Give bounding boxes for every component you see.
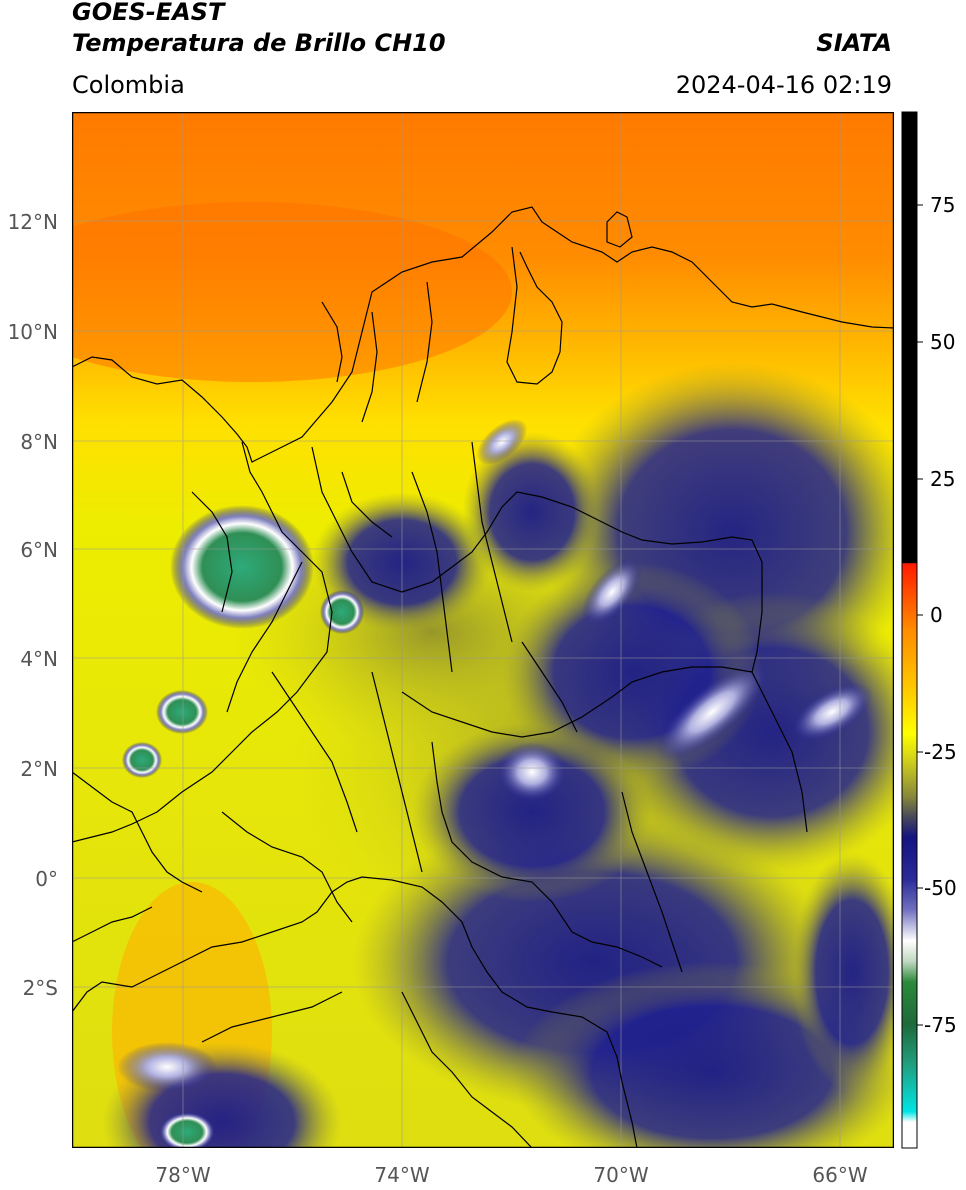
lon-label: 74°W [374, 1163, 429, 1187]
lat-label: 2°N [20, 757, 58, 781]
brightness-temperature-map [72, 112, 894, 1148]
lon-label: 66°W [812, 1163, 867, 1187]
lat-label: 12°N [8, 210, 58, 234]
colorbar-ramp [901, 111, 918, 1149]
lat-label: 6°N [20, 538, 58, 562]
colorbar-tick: 0 [930, 603, 943, 627]
lat-label: 8°N [20, 430, 58, 454]
colorbar-tick: 75 [930, 193, 955, 217]
lat-label: 0° [35, 867, 58, 891]
organization-label: SIATA [816, 29, 892, 57]
region-label: Colombia [72, 71, 185, 99]
colorbar-tick: 50 [930, 330, 955, 354]
lon-label: 70°W [593, 1163, 648, 1187]
colorbar-tick: -25 [924, 740, 957, 764]
map-axes: 12°N 10°N 8°N 6°N 4°N 2°N 0° 2°S 78°W 74… [8, 210, 868, 1187]
lon-label: 78°W [155, 1163, 210, 1187]
satellite-title: GOES-EAST [72, 0, 225, 26]
lat-label: 2°S [23, 976, 58, 1000]
lat-label: 4°N [20, 647, 58, 671]
datetime-label: 2024-04-16 02:19 [675, 71, 892, 99]
product-title: Temperatura de Brillo CH10 [72, 29, 446, 57]
colorbar-tick: -75 [924, 1013, 957, 1037]
colorbar-tick: 25 [930, 467, 955, 491]
lat-label: 10°N [8, 320, 58, 344]
colorbar-tick: -50 [924, 876, 957, 900]
temperature-colorbar: 75 50 25 0 -25 -50 -75 [901, 111, 957, 1149]
